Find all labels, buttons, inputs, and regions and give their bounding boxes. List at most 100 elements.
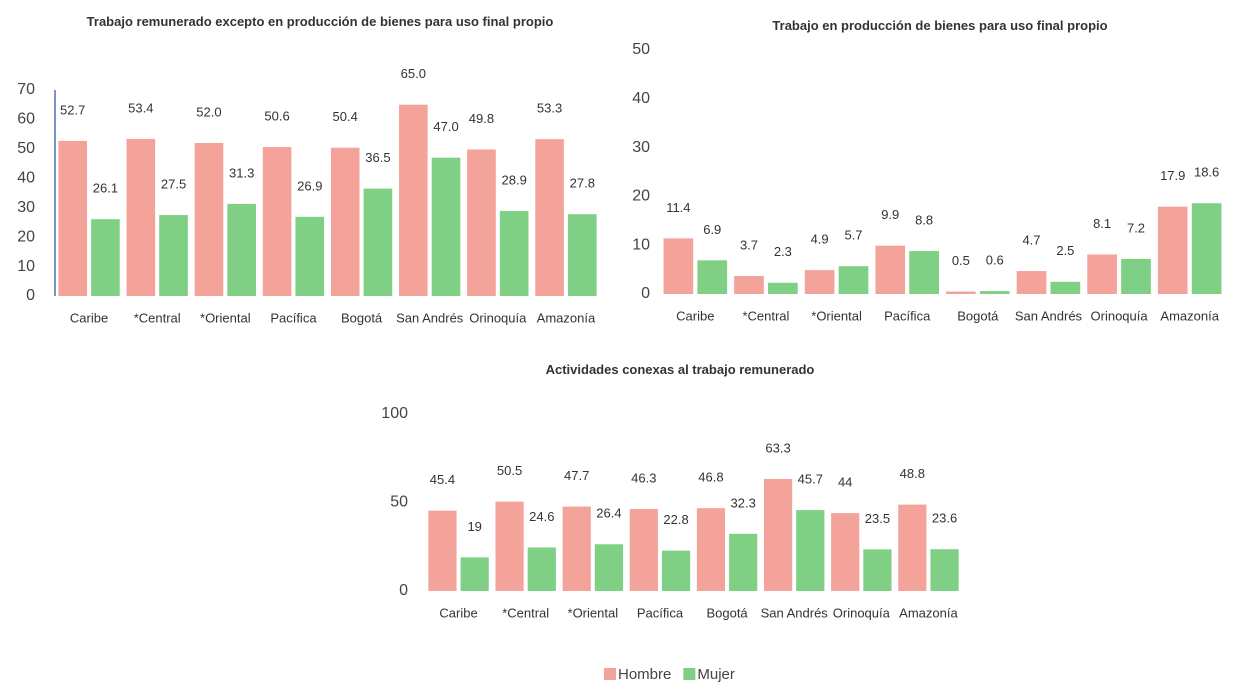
data-label: 50.6 [264,109,289,124]
y-tick-label: 40 [17,170,35,187]
bar [663,238,694,294]
data-label: 44 [838,475,852,490]
y-tick-label: 0 [399,582,408,599]
bar [796,510,825,591]
bar [697,260,728,294]
x-tick-label: *Central [134,310,181,325]
bar [431,157,461,296]
bar [629,509,658,591]
data-label: 11.4 [666,200,690,215]
data-label: 45.4 [430,472,455,487]
legend-label: Mujer [697,666,735,682]
x-tick-label: Pacífica [884,308,931,323]
bar [831,513,860,591]
bar [562,506,591,591]
data-label: 49.8 [469,111,494,126]
data-label: 26.1 [93,181,118,196]
y-tick-label: 20 [17,228,35,245]
bar [399,104,428,296]
data-label: 32.3 [731,495,756,510]
data-label: 27.5 [161,177,186,192]
data-label: 8.1 [1093,216,1111,231]
bar [567,214,597,296]
bar [330,147,360,296]
data-label: 48.8 [900,466,925,481]
data-label: 53.4 [128,100,153,115]
x-tick-label: San Andrés [1015,308,1083,323]
data-label: 0.5 [952,253,970,268]
bar [159,215,188,296]
data-label: 17.9 [1160,168,1185,183]
data-label: 5.7 [844,228,862,243]
data-label: 50.5 [497,463,522,478]
bar [696,508,726,591]
bar [495,501,524,591]
data-label: 23.6 [932,511,957,526]
legend-label: Hombre [618,666,671,682]
x-tick-label: San Andrés [396,310,464,325]
bar [1121,258,1151,294]
y-tick-label: 50 [632,41,650,58]
bar [734,275,764,294]
data-label: 4.9 [811,232,829,247]
bar [804,270,835,294]
x-tick-label: Orinoquía [1091,308,1149,323]
x-tick-label: *Central [742,308,789,323]
bar [763,478,793,591]
bar [499,210,529,296]
y-tick-label: 0 [641,285,650,302]
bar [58,140,88,296]
x-tick-label: Pacífica [270,310,317,325]
x-tick-label: *Oriental [200,310,251,325]
y-tick-label: 50 [390,494,408,511]
bar [768,282,798,294]
data-label: 23.5 [865,511,890,526]
data-label: 50.4 [333,109,358,124]
bar [729,533,758,591]
bar [863,549,892,591]
data-label: 52.0 [196,104,221,119]
data-label: 65.0 [401,66,426,81]
x-tick-label: Orinoquía [469,310,527,325]
data-label: 9.9 [881,207,899,222]
bar [126,138,156,296]
x-tick-label: Bogotá [341,310,383,325]
bar [930,549,959,591]
data-label: 27.8 [570,176,595,191]
bar [527,547,556,591]
x-tick-label: *Oriental [568,605,619,620]
bar [262,147,292,296]
data-label: 46.8 [698,470,723,485]
x-tick-label: Bogotá [706,605,748,620]
y-tick-label: 40 [632,90,650,107]
bar [875,245,906,294]
data-label: 2.5 [1056,243,1074,258]
legend-swatch [683,668,696,680]
bar [467,149,496,296]
data-label: 47.7 [564,468,589,483]
x-tick-label: Caribe [676,308,714,323]
bar [194,142,224,296]
data-label: 53.3 [537,101,562,116]
bar [661,550,691,591]
data-label: 6.9 [703,222,721,237]
bar [1087,254,1117,294]
bar [428,510,457,591]
data-label: 31.3 [229,165,254,180]
data-label: 2.3 [774,244,792,259]
data-label: 63.3 [765,440,790,455]
data-label: 19 [467,519,481,534]
bar [898,504,927,591]
bar [535,139,564,296]
x-tick-label: Orinoquía [833,605,891,620]
data-label: 24.6 [529,509,554,524]
bar [1050,281,1081,294]
x-tick-label: *Central [502,605,549,620]
bar [946,291,976,294]
bar [460,557,489,591]
x-tick-label: Bogotá [957,308,999,323]
x-tick-label: Caribe [439,605,477,620]
data-label: 36.5 [365,150,390,165]
